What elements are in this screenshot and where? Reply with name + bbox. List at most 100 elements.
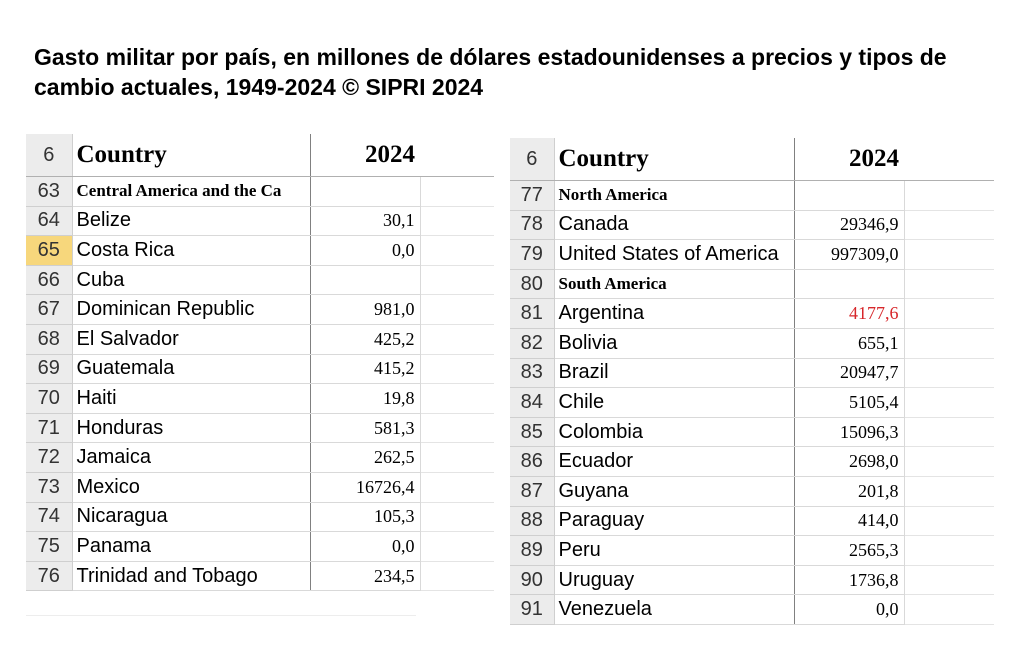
empty-cell[interactable]: [420, 472, 494, 503]
row-number[interactable]: 87: [510, 476, 555, 507]
value-cell[interactable]: [794, 269, 905, 300]
empty-cell[interactable]: [420, 265, 494, 296]
value-cell[interactable]: [794, 180, 905, 211]
empty-cell[interactable]: [420, 134, 494, 177]
country-cell[interactable]: Trinidad and Tobago: [72, 561, 311, 592]
value-cell[interactable]: 262,5: [310, 442, 421, 473]
empty-cell[interactable]: [904, 180, 994, 211]
row-number[interactable]: 90: [510, 565, 555, 596]
value-cell[interactable]: 29346,9: [794, 210, 905, 241]
row-number[interactable]: 63: [26, 176, 73, 207]
country-cell[interactable]: Haiti: [72, 383, 311, 414]
empty-cell[interactable]: [904, 358, 994, 389]
row-number[interactable]: 78: [510, 210, 555, 241]
country-cell[interactable]: Panama: [72, 531, 311, 562]
value-cell[interactable]: 1736,8: [794, 565, 905, 596]
region-heading-cell[interactable]: North America: [554, 180, 795, 211]
value-cell[interactable]: 425,2: [310, 324, 421, 355]
row-number[interactable]: 80: [510, 269, 555, 300]
country-cell[interactable]: United States of America: [554, 239, 795, 270]
empty-cell[interactable]: [904, 446, 994, 477]
value-cell[interactable]: [310, 176, 421, 207]
row-number[interactable]: 89: [510, 535, 555, 566]
value-cell[interactable]: 20947,7: [794, 358, 905, 389]
country-cell[interactable]: Bolivia: [554, 328, 795, 359]
country-cell[interactable]: Venezuela: [554, 594, 795, 625]
empty-cell[interactable]: [420, 413, 494, 444]
empty-cell[interactable]: [420, 354, 494, 385]
value-cell[interactable]: 581,3: [310, 413, 421, 444]
country-cell[interactable]: Ecuador: [554, 446, 795, 477]
empty-cell[interactable]: [904, 506, 994, 537]
value-cell[interactable]: [310, 265, 421, 296]
value-cell[interactable]: 414,0: [794, 506, 905, 537]
empty-cell[interactable]: [420, 561, 494, 592]
row-number[interactable]: 73: [26, 472, 73, 503]
empty-cell[interactable]: [904, 417, 994, 448]
country-cell[interactable]: Canada: [554, 210, 795, 241]
year-header[interactable]: 2024: [794, 138, 904, 181]
empty-cell[interactable]: [420, 206, 494, 237]
row-number[interactable]: 69: [26, 354, 73, 385]
value-cell[interactable]: 30,1: [310, 206, 421, 237]
row-number[interactable]: 67: [26, 294, 73, 325]
row-number[interactable]: 76: [26, 561, 73, 592]
empty-cell[interactable]: [904, 298, 994, 329]
row-number[interactable]: 64: [26, 206, 73, 237]
country-cell[interactable]: Paraguay: [554, 506, 795, 537]
value-cell[interactable]: 997309,0: [794, 239, 905, 270]
row-number[interactable]: 83: [510, 358, 555, 389]
value-cell[interactable]: 981,0: [310, 294, 421, 325]
row-number[interactable]: 77: [510, 180, 555, 211]
country-cell[interactable]: Jamaica: [72, 442, 311, 473]
value-cell[interactable]: 234,5: [310, 561, 421, 592]
country-cell[interactable]: Nicaragua: [72, 502, 311, 533]
row-number[interactable]: 79: [510, 239, 555, 270]
empty-cell[interactable]: [420, 442, 494, 473]
row-number[interactable]: 6: [26, 134, 73, 177]
country-cell[interactable]: Dominican Republic: [72, 294, 311, 325]
value-cell[interactable]: 5105,4: [794, 387, 905, 418]
country-cell[interactable]: Costa Rica: [72, 235, 311, 266]
empty-cell[interactable]: [420, 324, 494, 355]
value-cell[interactable]: 105,3: [310, 502, 421, 533]
country-cell[interactable]: Belize: [72, 206, 311, 237]
country-cell[interactable]: Argentina: [554, 298, 795, 329]
country-cell[interactable]: Guatemala: [72, 354, 311, 385]
row-number[interactable]: 6: [510, 138, 555, 181]
empty-cell[interactable]: [904, 476, 994, 507]
row-number[interactable]: 74: [26, 502, 73, 533]
empty-cell[interactable]: [420, 383, 494, 414]
row-number[interactable]: 84: [510, 387, 555, 418]
country-cell[interactable]: Peru: [554, 535, 795, 566]
empty-cell[interactable]: [420, 502, 494, 533]
empty-cell[interactable]: [904, 210, 994, 241]
value-cell[interactable]: 0,0: [794, 594, 905, 625]
row-number[interactable]: 66: [26, 265, 73, 296]
value-cell[interactable]: 655,1: [794, 328, 905, 359]
value-cell[interactable]: 0,0: [310, 531, 421, 562]
empty-cell[interactable]: [420, 531, 494, 562]
empty-cell[interactable]: [904, 535, 994, 566]
region-heading-cell[interactable]: Central America and the Ca: [72, 176, 311, 207]
country-cell[interactable]: Uruguay: [554, 565, 795, 596]
country-cell[interactable]: Honduras: [72, 413, 311, 444]
country-cell[interactable]: Mexico: [72, 472, 311, 503]
empty-cell[interactable]: [904, 387, 994, 418]
country-cell[interactable]: Brazil: [554, 358, 795, 389]
value-cell[interactable]: 16726,4: [310, 472, 421, 503]
empty-cell[interactable]: [420, 176, 494, 207]
row-number[interactable]: 71: [26, 413, 73, 444]
row-number[interactable]: 72: [26, 442, 73, 473]
value-cell[interactable]: 0,0: [310, 235, 421, 266]
empty-cell[interactable]: [420, 294, 494, 325]
country-cell[interactable]: Cuba: [72, 265, 311, 296]
empty-cell[interactable]: [420, 235, 494, 266]
country-cell[interactable]: Chile: [554, 387, 795, 418]
value-cell[interactable]: 19,8: [310, 383, 421, 414]
year-header[interactable]: 2024: [310, 134, 420, 177]
value-cell[interactable]: 201,8: [794, 476, 905, 507]
row-number[interactable]: 85: [510, 417, 555, 448]
row-number[interactable]: 75: [26, 531, 73, 562]
empty-cell[interactable]: [904, 328, 994, 359]
